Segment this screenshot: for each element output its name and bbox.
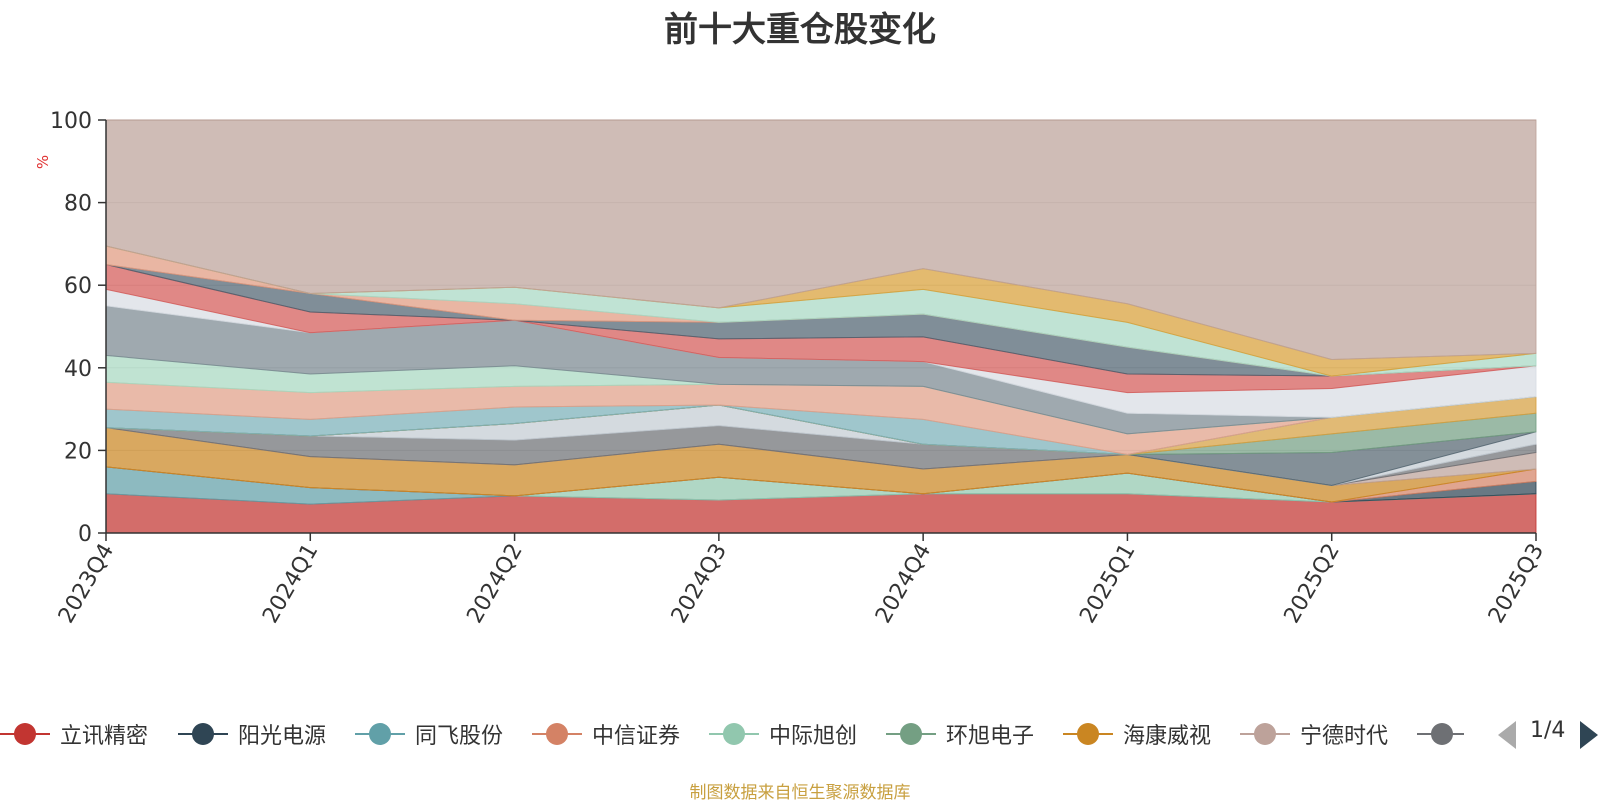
y-tick-label: 40 [64, 357, 92, 382]
legend-page-indicator: 1/4 [1530, 718, 1566, 743]
x-tick-label: 2024Q2 [462, 540, 527, 628]
legend: 立讯精密 阳光电源 同飞股份 中信证券 中际旭创 环旭电子 海康威视 宁德时代 北 1/4 [0, 712, 1600, 756]
legend-label: 中际旭创 [769, 724, 858, 749]
legend-item[interactable]: 阳光电源 [178, 712, 326, 756]
legend-label: 环旭电子 [946, 724, 1035, 749]
legend-marker-icon [1417, 712, 1464, 756]
legend-marker-icon [1240, 712, 1290, 756]
legend-marker-icon [0, 712, 50, 756]
x-tick-label: 2023Q4 [54, 540, 119, 628]
legend-item[interactable]: 中际旭创 [709, 712, 857, 756]
legend-item[interactable]: 宁德时代 [1240, 712, 1388, 756]
x-tick-label: 2025Q1 [1075, 540, 1140, 628]
legend-marker-icon [1063, 712, 1113, 756]
legend-item[interactable]: 中信证券 [532, 712, 680, 756]
legend-marker-icon [355, 712, 405, 756]
legend-label: 立讯精密 [60, 724, 149, 749]
legend-item[interactable]: 环旭电子 [886, 712, 1034, 756]
legend-item[interactable]: 北 [1417, 712, 1464, 756]
y-tick-label: 80 [64, 192, 92, 217]
x-tick-label: 2024Q1 [258, 540, 323, 628]
legend-items: 立讯精密 阳光电源 同飞股份 中信证券 中际旭创 环旭电子 海康威视 宁德时代 北 [0, 712, 1464, 756]
y-tick-label: 100 [50, 109, 92, 134]
x-tick-label: 2025Q2 [1280, 540, 1345, 628]
legend-item[interactable]: 立讯精密 [0, 712, 148, 756]
source-note: 制图数据来自恒生聚源数据库 [689, 783, 911, 803]
legend-label: 同飞股份 [415, 724, 504, 749]
legend-label: 中信证券 [592, 724, 681, 749]
legend-marker-icon [178, 712, 228, 756]
legend-marker-icon [532, 712, 582, 756]
legend-label: 海康威视 [1123, 724, 1212, 749]
x-tick-label: 2024Q3 [667, 540, 732, 628]
legend-label: 阳光电源 [238, 724, 327, 749]
legend-prev-page-icon[interactable] [1498, 721, 1516, 749]
y-axis-label: % [34, 155, 52, 169]
y-tick-label: 60 [64, 274, 92, 299]
y-tick-label: 20 [64, 439, 92, 464]
stacked-areas [105, 119, 1537, 534]
x-tick-label: 2025Q3 [1484, 540, 1549, 628]
y-tick-label: 0 [78, 522, 92, 547]
legend-marker-icon [709, 712, 759, 756]
chart-title: 前十大重仓股变化 [664, 10, 936, 50]
legend-item[interactable]: 同飞股份 [355, 712, 503, 756]
x-tick-label: 2024Q4 [871, 540, 936, 628]
legend-marker-icon [886, 712, 936, 756]
legend-item[interactable]: 海康威视 [1063, 712, 1211, 756]
legend-label: 宁德时代 [1300, 724, 1389, 749]
legend-next-page-icon[interactable] [1580, 721, 1598, 749]
